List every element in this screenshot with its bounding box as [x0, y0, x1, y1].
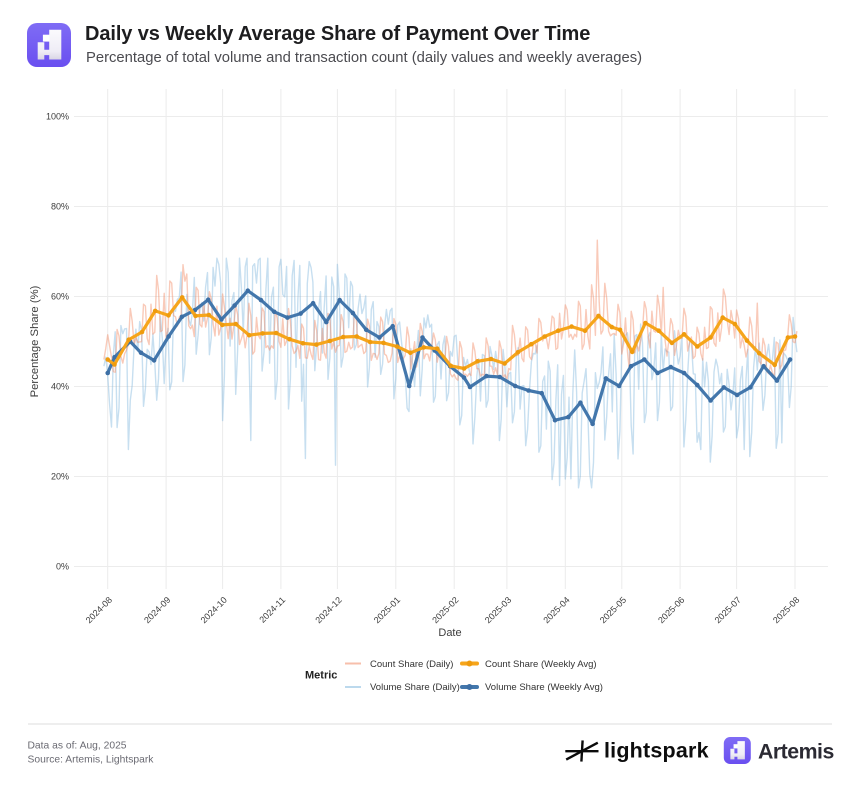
svg-text:Daily vs Weekly Average Share: Daily vs Weekly Average Share of Payment…: [85, 23, 590, 45]
svg-text:60%: 60%: [51, 292, 69, 302]
svg-text:Volume Share (Daily): Volume Share (Daily): [370, 682, 460, 693]
svg-text:Volume Share (Weekly Avg): Volume Share (Weekly Avg): [485, 682, 603, 693]
svg-text:Artemis: Artemis: [758, 739, 834, 763]
svg-text:100%: 100%: [46, 112, 69, 122]
svg-text:Data as of: Aug, 2025: Data as of: Aug, 2025: [28, 741, 127, 752]
svg-text:Date: Date: [438, 627, 461, 639]
svg-text:lightspark: lightspark: [604, 739, 709, 763]
svg-text:Metric: Metric: [305, 670, 337, 682]
svg-text:Percentage of total volume and: Percentage of total volume and transacti…: [86, 50, 642, 66]
svg-text:Percentage Share (%): Percentage Share (%): [29, 285, 41, 397]
svg-text:0%: 0%: [56, 562, 69, 572]
svg-text:40%: 40%: [51, 382, 69, 392]
svg-text:Count Share (Daily): Count Share (Daily): [370, 659, 453, 670]
svg-text:20%: 20%: [51, 472, 69, 482]
svg-text:Source: Artemis, Lightspark: Source: Artemis, Lightspark: [28, 754, 155, 765]
svg-text:Count Share (Weekly Avg): Count Share (Weekly Avg): [485, 659, 597, 670]
svg-text:80%: 80%: [51, 202, 69, 212]
